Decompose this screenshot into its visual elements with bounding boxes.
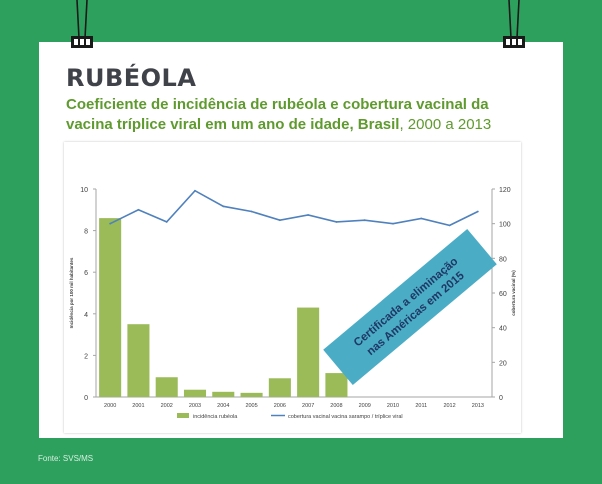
chart-panel: 0 2 4 6 8 10 0 20 40 60 80 100 120 Incidência por 100… (64, 142, 521, 433)
x-tick-label: 2005 (245, 403, 257, 409)
bar (297, 307, 320, 397)
x-tick-label: 2000 (104, 403, 116, 409)
coverage-point (194, 189, 196, 192)
bar (268, 378, 291, 397)
coverage-line (109, 189, 479, 227)
x-tick-label: 2011 (415, 403, 427, 409)
coverage-point (363, 219, 366, 222)
legend-label-incidence: incidência rubéola (193, 414, 238, 420)
coverage-point (222, 205, 225, 208)
page-title: RUBÉOLA (66, 64, 197, 92)
bar (183, 389, 207, 397)
x-tick-label: 2003 (189, 403, 201, 409)
chart-subtitle: Coeficiente de incidência de rubéola e c… (66, 95, 536, 135)
legend-label-coverage: cobertura vacinal vacina sarampo / trípl… (288, 414, 403, 420)
subtitle-bold: Coeficiente de incidência de rubéola e c… (66, 96, 489, 133)
y2-tick-label: 120 (499, 187, 511, 194)
coverage-point (165, 221, 168, 223)
legend-swatch-bar (177, 413, 189, 418)
y-tick-label: 2 (84, 353, 88, 360)
bar (155, 377, 178, 397)
y-tick-label: 0 (84, 395, 88, 402)
y-tick-label: 6 (84, 270, 88, 277)
coverage-point (476, 210, 479, 213)
x-tick-label: 2002 (161, 403, 173, 409)
x-tick-label: 2012 (443, 403, 455, 409)
bar (240, 392, 263, 397)
bar (127, 324, 150, 397)
y-tick-label: 4 (84, 312, 88, 319)
bar (325, 373, 348, 397)
binder-clip-icon (71, 0, 93, 48)
x-tick-label: 2008 (330, 403, 342, 409)
y2-tick-label: 20 (499, 360, 507, 367)
bar (212, 391, 235, 397)
y2-tick-label: 80 (499, 256, 507, 263)
y2-tick-label: 40 (499, 326, 507, 333)
subtitle-plain: , 2000 a 2013 (399, 116, 492, 133)
y2-axis-title: cobertura vacinal (%) (511, 270, 516, 316)
coverage-point (420, 217, 423, 220)
coverage-point (448, 224, 451, 227)
y-tick-label: 8 (84, 229, 88, 236)
x-tick-label: 2013 (472, 403, 484, 409)
x-tick-label: 2009 (359, 403, 371, 409)
banner-box (323, 228, 497, 386)
y2-tick-label: 100 (499, 222, 511, 229)
coverage-point (250, 210, 253, 213)
binder-clip-icon (503, 0, 525, 48)
coverage-point (335, 221, 338, 223)
x-tick-label: 2001 (132, 403, 144, 409)
x-tick-label: 2004 (217, 403, 229, 409)
x-tick-label: 2007 (302, 403, 314, 409)
x-tick-label: 2010 (387, 403, 399, 409)
coverage-point (109, 222, 112, 225)
x-tick-label: 2006 (274, 403, 286, 409)
source-note: Fonte: SVS/MS (38, 454, 94, 463)
y-axis-title: Incidência por 100 mil habitantes (69, 257, 74, 328)
y-tick-label: 10 (80, 187, 88, 194)
coverage-point (278, 219, 281, 222)
coverage-point (137, 208, 140, 211)
bar (99, 218, 122, 397)
y2-tick-label: 60 (499, 291, 507, 298)
coverage-point (392, 222, 394, 225)
coverage-point (307, 214, 310, 216)
y2-tick-label: 0 (499, 395, 503, 402)
